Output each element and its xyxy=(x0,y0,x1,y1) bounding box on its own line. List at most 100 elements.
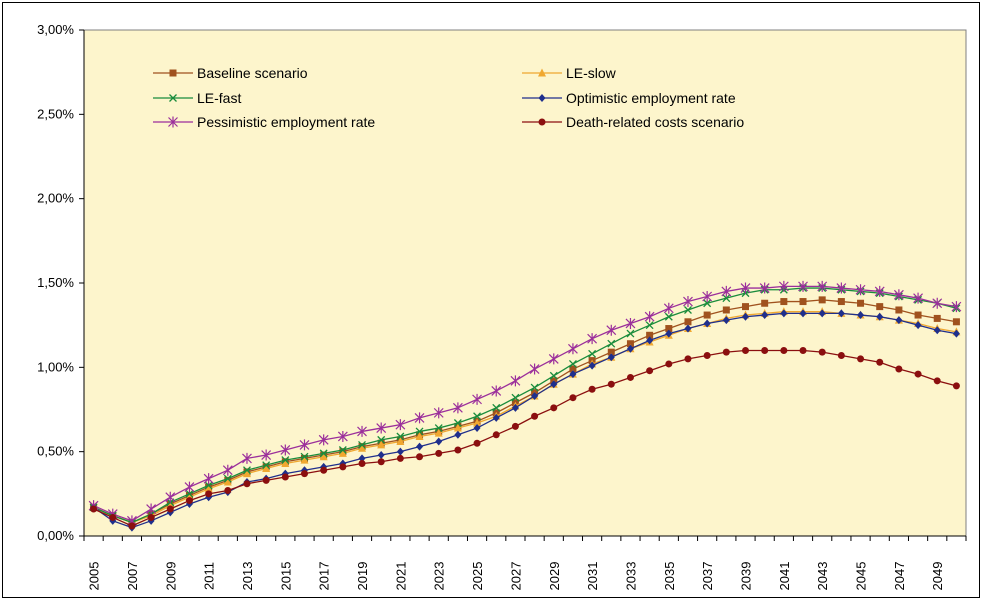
data-point-pessimistic-employment-rate xyxy=(836,282,847,294)
legend-label: Pessimistic employment rate xyxy=(197,114,375,130)
data-point-optimistic-employment-rate xyxy=(742,312,749,321)
data-point-death-related-costs-scenario xyxy=(320,466,328,474)
data-point-pessimistic-employment-rate xyxy=(472,393,482,405)
data-point-death-related-costs-scenario xyxy=(818,348,826,356)
data-point-baseline-scenario xyxy=(952,318,960,326)
data-point-optimistic-employment-rate xyxy=(876,312,884,321)
legend-marker-death-related-costs-scenario xyxy=(538,118,546,126)
data-point-pessimistic-employment-rate xyxy=(874,285,885,297)
data-point-pessimistic-employment-rate xyxy=(222,464,233,476)
data-point-pessimistic-employment-rate xyxy=(529,363,540,375)
data-point-pessimistic-employment-rate xyxy=(242,452,252,464)
data-point-optimistic-employment-rate xyxy=(837,309,845,318)
legend-label: Optimistic employment rate xyxy=(566,90,736,106)
data-point-optimistic-employment-rate xyxy=(454,430,462,439)
data-point-pessimistic-employment-rate xyxy=(817,280,828,292)
data-point-death-related-costs-scenario xyxy=(473,439,481,447)
data-point-le-fast xyxy=(415,427,424,436)
data-point-le-slow xyxy=(358,443,367,452)
x-tick-label: 2005 xyxy=(87,562,102,591)
data-point-optimistic-employment-rate xyxy=(684,324,692,333)
data-point-le-slow xyxy=(396,437,405,446)
data-point-le-slow xyxy=(377,440,386,449)
data-point-death-related-costs-scenario xyxy=(607,380,615,388)
x-tick-label: 2019 xyxy=(355,562,370,591)
x-tick-label: 2009 xyxy=(163,562,178,591)
data-point-le-slow xyxy=(415,431,424,440)
data-point-le-fast xyxy=(338,446,347,454)
data-point-baseline-scenario xyxy=(799,298,807,306)
data-point-baseline-scenario xyxy=(607,348,615,356)
x-tick-label: 2007 xyxy=(125,562,140,591)
data-point-optimistic-employment-rate xyxy=(358,454,366,463)
y-tick-label: 3,00% xyxy=(37,22,74,37)
data-point-le-fast xyxy=(281,456,290,465)
data-point-optimistic-employment-rate xyxy=(799,309,807,318)
data-point-pessimistic-employment-rate xyxy=(280,444,291,456)
y-tick-label: 0,00% xyxy=(37,528,74,543)
data-point-death-related-costs-scenario xyxy=(684,355,692,363)
data-point-le-slow xyxy=(338,448,347,457)
x-tick-label: 2047 xyxy=(892,562,907,591)
data-point-optimistic-employment-rate xyxy=(761,311,769,320)
data-point-le-fast xyxy=(492,403,501,412)
data-point-pessimistic-employment-rate xyxy=(855,284,866,296)
data-point-death-related-costs-scenario xyxy=(799,346,807,354)
legend-label: Baseline scenario xyxy=(197,65,308,81)
data-point-pessimistic-employment-rate xyxy=(261,449,272,461)
data-point-death-related-costs-scenario xyxy=(262,476,270,484)
data-point-pessimistic-employment-rate xyxy=(740,282,751,294)
y-tick-label: 1,50% xyxy=(37,275,74,290)
data-point-le-fast xyxy=(319,449,328,458)
data-point-pessimistic-employment-rate xyxy=(299,439,310,451)
data-point-le-fast xyxy=(549,371,558,380)
data-point-le-fast xyxy=(607,339,616,348)
data-point-baseline-scenario xyxy=(569,365,577,373)
data-point-death-related-costs-scenario xyxy=(243,480,251,488)
legend-marker-le-fast xyxy=(169,94,177,102)
data-point-death-related-costs-scenario xyxy=(492,431,500,439)
data-point-baseline-scenario xyxy=(857,299,865,307)
data-point-baseline-scenario xyxy=(876,303,884,311)
data-point-death-related-costs-scenario xyxy=(588,385,596,393)
data-point-pessimistic-employment-rate xyxy=(165,491,176,503)
data-point-le-fast xyxy=(722,294,731,303)
data-point-death-related-costs-scenario xyxy=(339,463,347,471)
data-point-death-related-costs-scenario xyxy=(205,490,213,498)
data-point-le-fast xyxy=(645,321,654,330)
data-point-death-related-costs-scenario xyxy=(780,346,788,354)
legend-marker-pessimistic-employment-rate xyxy=(168,116,178,128)
data-point-baseline-scenario xyxy=(646,331,654,339)
data-point-pessimistic-employment-rate xyxy=(548,353,559,365)
data-point-le-slow xyxy=(453,423,462,432)
data-point-pessimistic-employment-rate xyxy=(644,311,655,323)
data-point-death-related-costs-scenario xyxy=(914,370,922,378)
data-point-death-related-costs-scenario xyxy=(90,505,98,513)
x-tick-label: 2015 xyxy=(278,562,293,591)
data-point-pessimistic-employment-rate xyxy=(414,412,425,424)
series-line-le-fast xyxy=(93,287,957,524)
data-point-death-related-costs-scenario xyxy=(396,454,404,462)
data-point-pessimistic-employment-rate xyxy=(721,285,732,297)
data-point-le-slow xyxy=(281,458,290,467)
data-point-le-slow xyxy=(204,484,213,493)
data-point-pessimistic-employment-rate xyxy=(357,425,367,437)
data-point-baseline-scenario xyxy=(761,299,769,307)
data-point-pessimistic-employment-rate xyxy=(184,481,195,493)
data-point-le-fast xyxy=(588,349,597,358)
data-point-optimistic-employment-rate xyxy=(396,447,404,456)
data-point-le-slow xyxy=(434,428,443,437)
series-line-le-slow xyxy=(93,311,957,524)
legend-marker-baseline-scenario xyxy=(169,69,177,77)
data-point-pessimistic-employment-rate xyxy=(663,302,674,314)
x-tick-label: 2045 xyxy=(854,562,869,591)
data-point-optimistic-employment-rate xyxy=(722,316,730,325)
data-point-baseline-scenario xyxy=(684,318,692,326)
data-point-pessimistic-employment-rate xyxy=(491,385,502,397)
y-tick-label: 2,50% xyxy=(37,106,74,121)
data-point-death-related-costs-scenario xyxy=(281,473,289,481)
data-point-pessimistic-employment-rate xyxy=(759,282,770,294)
data-point-death-related-costs-scenario xyxy=(377,458,385,466)
data-point-optimistic-employment-rate xyxy=(531,392,539,401)
